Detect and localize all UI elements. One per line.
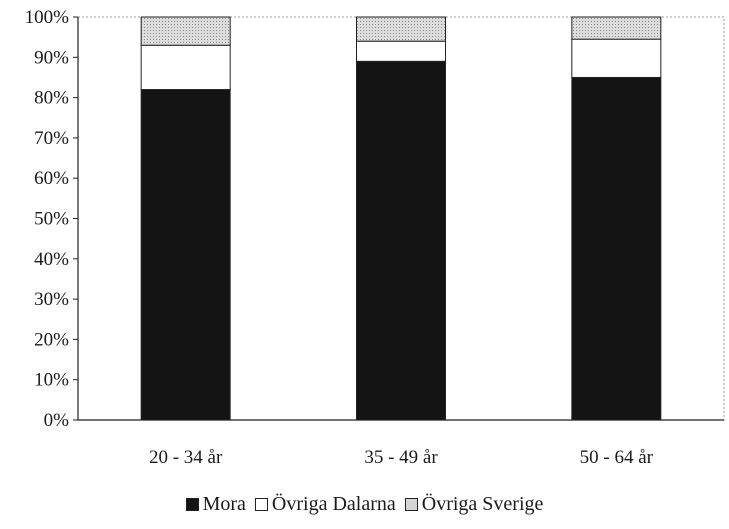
legend-swatch-ovriga-sverige xyxy=(404,498,418,511)
bar-segment--vriga-dalarna-0 xyxy=(140,44,231,91)
bar-segment--vriga-dalarna-2 xyxy=(571,38,662,78)
bar-segment--vriga-sverige-0 xyxy=(140,16,231,46)
bar-segment--vriga-dalarna-1 xyxy=(356,40,446,62)
x-category-label: 20 - 34 år xyxy=(149,447,223,468)
legend-item-ovriga-sverige: Övriga Sverige xyxy=(404,493,544,516)
y-tick-label: 90% xyxy=(34,47,69,68)
y-tick-label: 10% xyxy=(34,370,69,391)
bar-segment--vriga-sverige-1 xyxy=(356,16,446,42)
y-tick-label: 100% xyxy=(25,7,70,28)
y-tick-label: 50% xyxy=(34,209,69,230)
legend-swatch-ovriga-dalarna xyxy=(254,498,268,511)
bars xyxy=(140,16,662,421)
y-tick-label: 80% xyxy=(34,88,69,109)
y-tick-label: 30% xyxy=(34,289,69,310)
y-tick-label: 0% xyxy=(44,410,70,431)
x-category-label: 50 - 64 år xyxy=(580,447,654,468)
x-category-label: 35 - 49 år xyxy=(364,447,438,468)
category-labels: 20 - 34 år 35 - 49 år 50 - 64 år xyxy=(149,447,654,468)
legend-label-mora: Mora xyxy=(202,493,246,515)
y-tick-label: 60% xyxy=(34,168,69,189)
legend: Mora Övriga Dalarna Övriga Sverige xyxy=(0,493,729,517)
stacked-bar-chart: 0% 10% 20% 30% 40% 50% 60% 70% 80% 90% 100% 20 - 3… xyxy=(25,7,725,468)
legend-swatch-mora xyxy=(185,498,199,511)
y-tick-label: 70% xyxy=(34,128,69,149)
y-tick-labels: 0% 10% 20% 30% 40% 50% 60% 70% 80% 90% 100% xyxy=(25,7,78,431)
y-tick-label: 20% xyxy=(34,329,69,350)
bar-segment--vriga-sverige-2 xyxy=(571,16,662,40)
legend-item-mora: Mora xyxy=(185,493,246,516)
legend-label-ovriga-sverige: Övriga Sverige xyxy=(421,493,544,515)
legend-item-ovriga-dalarna: Övriga Dalarna xyxy=(254,493,396,516)
bar-segment-mora-2 xyxy=(571,76,662,421)
bar-segment-mora-0 xyxy=(140,89,231,421)
bar-segment-mora-1 xyxy=(356,60,446,421)
y-tick-label: 40% xyxy=(34,249,69,270)
legend-label-ovriga-dalarna: Övriga Dalarna xyxy=(271,493,396,515)
